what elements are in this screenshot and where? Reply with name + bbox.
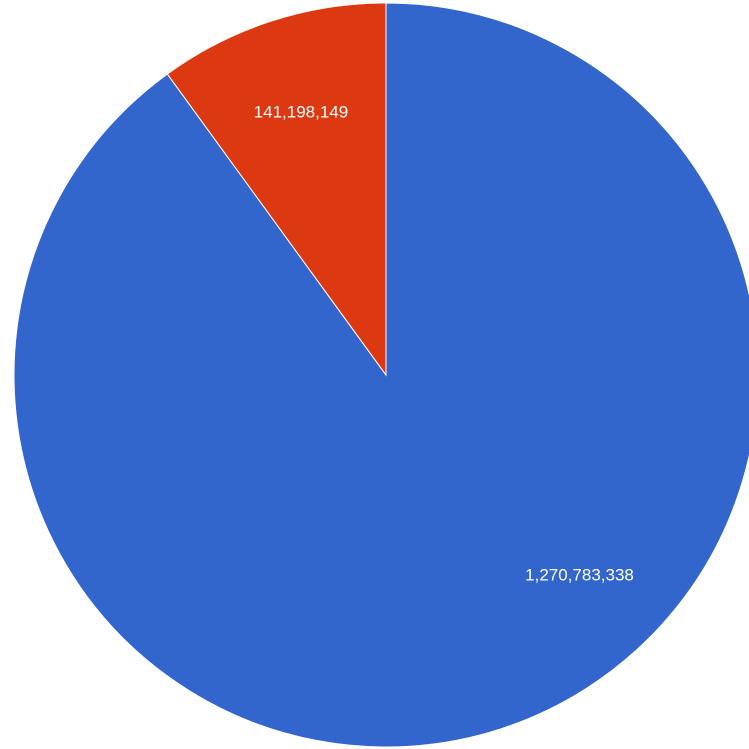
pie-slice-label-1: 141,198,149 [254, 103, 349, 122]
pie-slice-labels: 1,270,783,338 141,198,149 [254, 103, 634, 585]
pie-slice-0 [13, 2, 749, 748]
pie-slice-label-0: 1,270,783,338 [525, 565, 634, 584]
pie-slices [13, 2, 749, 748]
pie-slice-1 [166, 2, 387, 377]
